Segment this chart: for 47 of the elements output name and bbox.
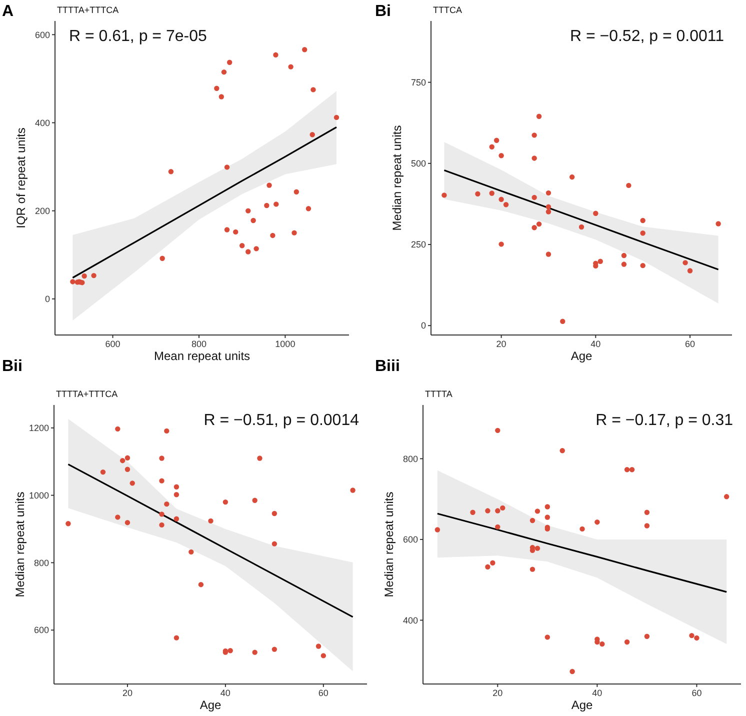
y-axis-title: Median repeat units [390, 125, 404, 231]
y-axis-title: Median repeat units [382, 492, 396, 598]
y-tick-label: 500 [410, 158, 426, 169]
x-tick-label: 40 [590, 339, 601, 349]
y-tick-label: 0 [420, 320, 426, 331]
y-tick-label: 400 [402, 615, 418, 626]
x-axis-title: Age [200, 698, 222, 712]
annotation: R = −0.52, p = 0.0011 [570, 28, 724, 45]
y-tick-label: 750 [410, 77, 426, 88]
x-axis-title: Mean repeat units [154, 349, 250, 363]
x-tick-label: 600 [105, 339, 120, 349]
x-axis-title: Age [570, 349, 592, 363]
y-tick-label: 0 [44, 294, 50, 304]
y-axis-title: Median repeat units [13, 492, 27, 598]
annotation: R = −0.17, p = 0.31 [596, 412, 734, 429]
x-tick-label: 20 [122, 688, 132, 698]
y-tick-label: 200 [34, 206, 50, 216]
x-tick-label: 20 [492, 688, 503, 698]
x-tick-label: 60 [685, 339, 696, 349]
text: Bi [375, 3, 391, 20]
x-tick-label: 20 [496, 339, 506, 349]
x-tick-label: 40 [592, 688, 602, 698]
text: A [2, 3, 14, 20]
y-tick-label: 800 [34, 558, 49, 568]
chart-title: TTTTA [425, 389, 452, 399]
chart-title: TTTTA+TTTCA [57, 5, 119, 15]
annotation: R = −0.51, p = 0.0014 [204, 412, 360, 429]
x-axis-title: Age [571, 698, 593, 712]
y-tick-label: 400 [34, 118, 50, 128]
y-tick-label: 1000 [28, 490, 49, 500]
x-tick-label: 60 [692, 688, 702, 698]
y-tick-label: 600 [34, 625, 49, 636]
y-tick-label: 600 [34, 30, 50, 40]
x-tick-label: 1000 [275, 339, 296, 349]
y-tick-label: 800 [402, 454, 418, 464]
chart-title: TTTCA [433, 5, 462, 15]
y-tick-label: 1200 [28, 423, 49, 434]
x-tick-label: 800 [191, 339, 206, 349]
text: Biii [375, 358, 400, 375]
x-tick-label: 60 [318, 688, 328, 698]
chart-title: TTTTA+TTTCA [56, 389, 118, 399]
x-tick-label: 40 [220, 688, 230, 698]
text: Bii [2, 358, 22, 375]
y-tick-label: 250 [410, 240, 426, 250]
annotation: R = 0.61, p = 7e-05 [69, 28, 207, 45]
y-axis-title: IQR of repeat units [14, 128, 28, 228]
y-tick-label: 600 [402, 534, 418, 545]
